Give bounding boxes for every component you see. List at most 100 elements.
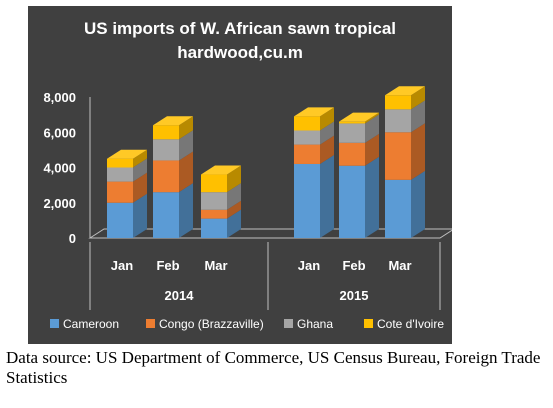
x-group-label: 2014 xyxy=(165,288,195,303)
bar-segment xyxy=(107,172,147,203)
bar-segment xyxy=(294,135,334,164)
legend-label: Cameroon xyxy=(63,317,119,331)
bar-side xyxy=(320,135,334,164)
bar-front xyxy=(385,95,411,110)
bar-side xyxy=(227,209,241,238)
bar-side xyxy=(133,149,147,168)
bar-side xyxy=(411,123,425,180)
bar-front xyxy=(294,116,320,131)
legend-item: Cameroon xyxy=(50,317,119,331)
bar-side xyxy=(365,156,379,238)
bar-front xyxy=(153,139,179,161)
bar-side xyxy=(133,172,147,203)
bar-front xyxy=(201,192,227,210)
legend-swatch xyxy=(284,319,293,328)
floor-outline xyxy=(88,228,452,239)
bar-front xyxy=(107,202,133,238)
legend: Cameroon Congo (Brazzaville) Ghana Cote d'I… xyxy=(50,317,444,331)
bar-segment xyxy=(339,133,379,166)
bar-segment xyxy=(339,112,379,124)
bar-segment xyxy=(201,209,241,238)
legend-label: Congo (Brazzaville) xyxy=(159,317,264,331)
bar-top xyxy=(153,116,193,126)
chart-title-line-1: US imports of W. African sawn tropical xyxy=(84,19,396,38)
bar-segment xyxy=(339,114,379,143)
bar-front xyxy=(201,174,227,193)
bar-top xyxy=(294,107,334,117)
legend-swatch xyxy=(146,319,155,328)
bar-front xyxy=(339,165,365,238)
bar-segment xyxy=(339,156,379,238)
legend-label: Ghana xyxy=(297,317,333,331)
bar-segment xyxy=(201,165,241,193)
bar-front xyxy=(339,142,365,166)
bar-segment xyxy=(153,183,193,238)
bar-side xyxy=(365,112,379,124)
bar-segment xyxy=(385,170,425,238)
bar-top xyxy=(339,112,379,122)
bar-segment xyxy=(201,183,241,210)
bar-side xyxy=(133,158,147,182)
bars xyxy=(107,86,425,238)
x-axis: Jan Feb Mar Jan Feb Mar 2014 2015 xyxy=(111,258,412,303)
bar-top xyxy=(201,165,241,175)
bar-segment xyxy=(294,154,334,238)
bar-front xyxy=(201,209,227,219)
x-group-label: 2015 xyxy=(340,288,369,303)
bar-side xyxy=(365,133,379,166)
bar-side xyxy=(227,200,241,219)
bar-side xyxy=(133,193,147,238)
bar-segment xyxy=(153,116,193,140)
bar-side xyxy=(320,154,334,238)
y-tick-label: 2,000 xyxy=(43,196,76,211)
bar-side xyxy=(365,114,379,143)
bar-segment xyxy=(153,151,193,193)
bar-front xyxy=(107,167,133,182)
bar-front xyxy=(201,218,227,238)
x-tick-label: Feb xyxy=(156,258,179,273)
y-axis: 0 2,000 4,000 6,000 8,000 xyxy=(43,90,76,246)
legend-item: Congo (Brazzaville) xyxy=(146,317,264,331)
bar-top xyxy=(385,86,425,96)
bar-side xyxy=(179,183,193,238)
x-tick-label: Jan xyxy=(111,258,133,273)
bar-segment xyxy=(385,100,425,133)
source-note: Data source: US Department of Commerce, … xyxy=(6,348,541,387)
y-tick-label: 6,000 xyxy=(43,125,76,140)
bar-side xyxy=(227,183,241,210)
y-tick-label: 0 xyxy=(69,231,76,246)
y-tick-label: 8,000 xyxy=(43,90,76,105)
bar-front xyxy=(339,123,365,143)
x-tick-label: Mar xyxy=(388,258,411,273)
bar-segment xyxy=(294,107,334,131)
bar-side xyxy=(411,86,425,110)
bar-front xyxy=(153,192,179,238)
bar-side xyxy=(179,151,193,193)
x-tick-label: Feb xyxy=(342,258,365,273)
bar-segment xyxy=(201,200,241,219)
chart-svg: US imports of W. African sawn tropical h… xyxy=(43,19,452,331)
bar-segment xyxy=(107,158,147,182)
bar-front xyxy=(385,179,411,238)
bar-segment xyxy=(107,193,147,238)
bar-side xyxy=(227,165,241,193)
bar-segment xyxy=(385,123,425,180)
legend-item: Cote d'Ivoire xyxy=(364,317,444,331)
bar-side xyxy=(320,121,334,145)
bar-side xyxy=(411,170,425,238)
bar-side xyxy=(411,100,425,133)
bar-segment xyxy=(294,121,334,145)
legend-swatch xyxy=(364,319,373,328)
chart-panel: US imports of W. African sawn tropical h… xyxy=(28,6,452,344)
bar-front xyxy=(339,121,365,124)
bar-front xyxy=(294,144,320,164)
bar-front xyxy=(385,132,411,180)
bar-side xyxy=(320,107,334,131)
legend-swatch xyxy=(50,319,59,328)
x-tick-label: Jan xyxy=(298,258,320,273)
bar-front xyxy=(107,158,133,168)
bar-front xyxy=(153,125,179,140)
chart-title-line-2: hardwood,cu.m xyxy=(177,43,303,62)
bar-segment xyxy=(107,149,147,168)
bar-front xyxy=(107,181,133,203)
